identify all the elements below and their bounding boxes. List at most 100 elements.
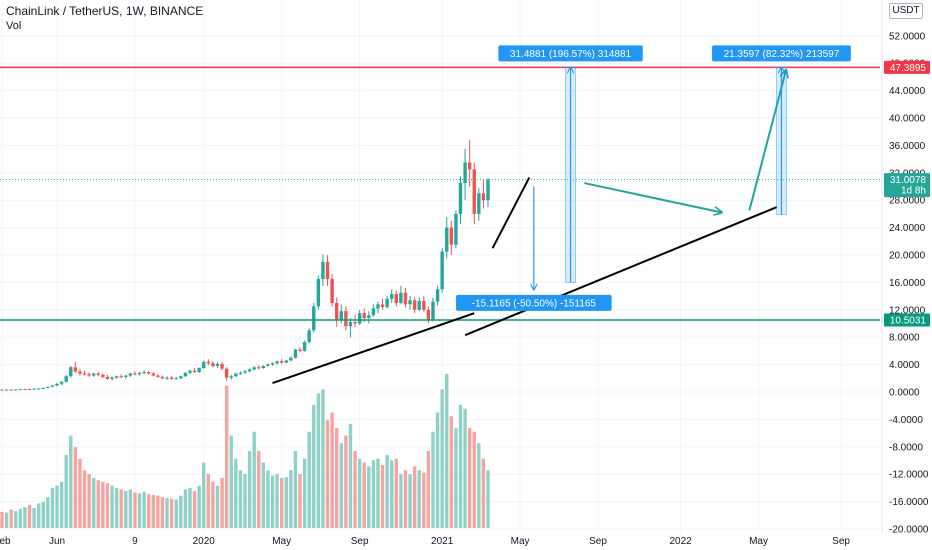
volume-bar [114,487,119,528]
candle-body [252,367,256,370]
volume-bar [344,435,348,528]
symbol-title: ChainLink / TetherUS, 1W, BINANCE [6,4,204,18]
volume-bar [325,420,330,528]
candle-body [376,304,380,309]
resistance-price-tag [884,60,930,74]
trendline[interactable] [464,206,778,337]
volume-bar [238,470,243,528]
y-tick-label: -4.0000 [889,415,923,426]
candle-body [390,294,394,299]
volume-bar [399,474,403,528]
candle-body [156,375,160,377]
x-tick-label: May [272,536,291,547]
candle-body [41,387,45,389]
candle-body [284,360,288,363]
volume-bar [390,460,394,528]
candle-body [458,183,463,214]
candle-body [119,376,123,378]
candle-body [9,389,13,391]
volume-bar [463,408,467,528]
candle-body [275,361,279,364]
volume-bar [247,451,252,528]
candle-body [353,322,357,324]
candle-body [316,278,321,307]
projection-arrow[interactable] [748,70,786,211]
candle-body [270,363,275,365]
volume-bar [137,493,142,528]
candle-body [426,309,431,320]
volume-bar [454,427,458,528]
volume-bar [408,474,412,528]
candle-body [64,376,68,382]
volume-bar [335,427,339,528]
candle-body [202,361,206,369]
volume-bar [293,451,298,528]
volume-bar [160,497,165,528]
candle-body [339,311,343,321]
y-tick-label: -20.0000 [889,525,929,536]
countdown-label: 1d 8h [901,186,926,197]
volume-bar [23,507,27,528]
volume-bar [169,498,174,528]
measure-box[interactable] [456,294,612,311]
candle-body [18,389,23,391]
volume-bar [73,447,78,528]
candle-body [92,373,96,376]
candle-body [128,373,133,376]
candle-body [23,389,27,391]
volume-bar [449,416,454,528]
currency-selector[interactable]: USDT [889,3,923,19]
volume-bar [486,470,490,528]
candle-body [243,371,247,373]
volume-bar [202,462,206,528]
candle-body [266,364,270,366]
candle-body [165,377,169,379]
volume-bar [64,454,68,528]
candle-body [32,388,36,390]
volume-bar [82,470,87,528]
volume-bar [367,466,371,528]
x-tick-label: May [511,536,530,547]
volume-bar [147,494,151,528]
x-tick-label: Sep [832,536,850,547]
volume-bar [353,451,357,528]
candle-body [412,300,417,310]
x-tick-label: May [749,536,768,547]
candle-body [312,306,316,331]
candle-body [147,372,151,374]
projection-arrow[interactable] [584,182,722,212]
candle-body [69,367,73,377]
volume-bar [192,491,197,528]
measure-label: 21.3597 (82.32%) 213597 [724,49,840,60]
x-tick-label: 2022 [669,536,692,547]
volume-bar [4,512,9,528]
volume-bar [165,497,169,528]
candle-body [87,374,91,376]
trendline[interactable] [272,312,475,385]
volume-bar [101,481,105,528]
measure-box[interactable] [712,45,851,62]
volume-bar [371,460,376,528]
volume-bar [229,435,233,528]
trendline[interactable] [491,177,531,249]
volume-bar [330,412,334,528]
candle-body [362,313,366,319]
candle-body [179,376,183,379]
y-tick-label: -16.0000 [889,497,929,508]
candle-body [325,261,330,279]
candle-body [211,363,215,366]
volume-bar [188,487,192,528]
measure-box[interactable] [498,45,643,62]
volume-bar [87,474,91,528]
price-levels [0,66,880,321]
volume-bar [32,507,36,528]
volume-bar [257,451,261,528]
candle-body [238,372,243,374]
volume-bar [435,412,440,528]
candle-body [137,372,142,375]
volume-bar [284,477,288,528]
candle-body [0,389,4,391]
volume-bar [243,474,247,528]
x-tick-label: 2020 [193,536,216,547]
